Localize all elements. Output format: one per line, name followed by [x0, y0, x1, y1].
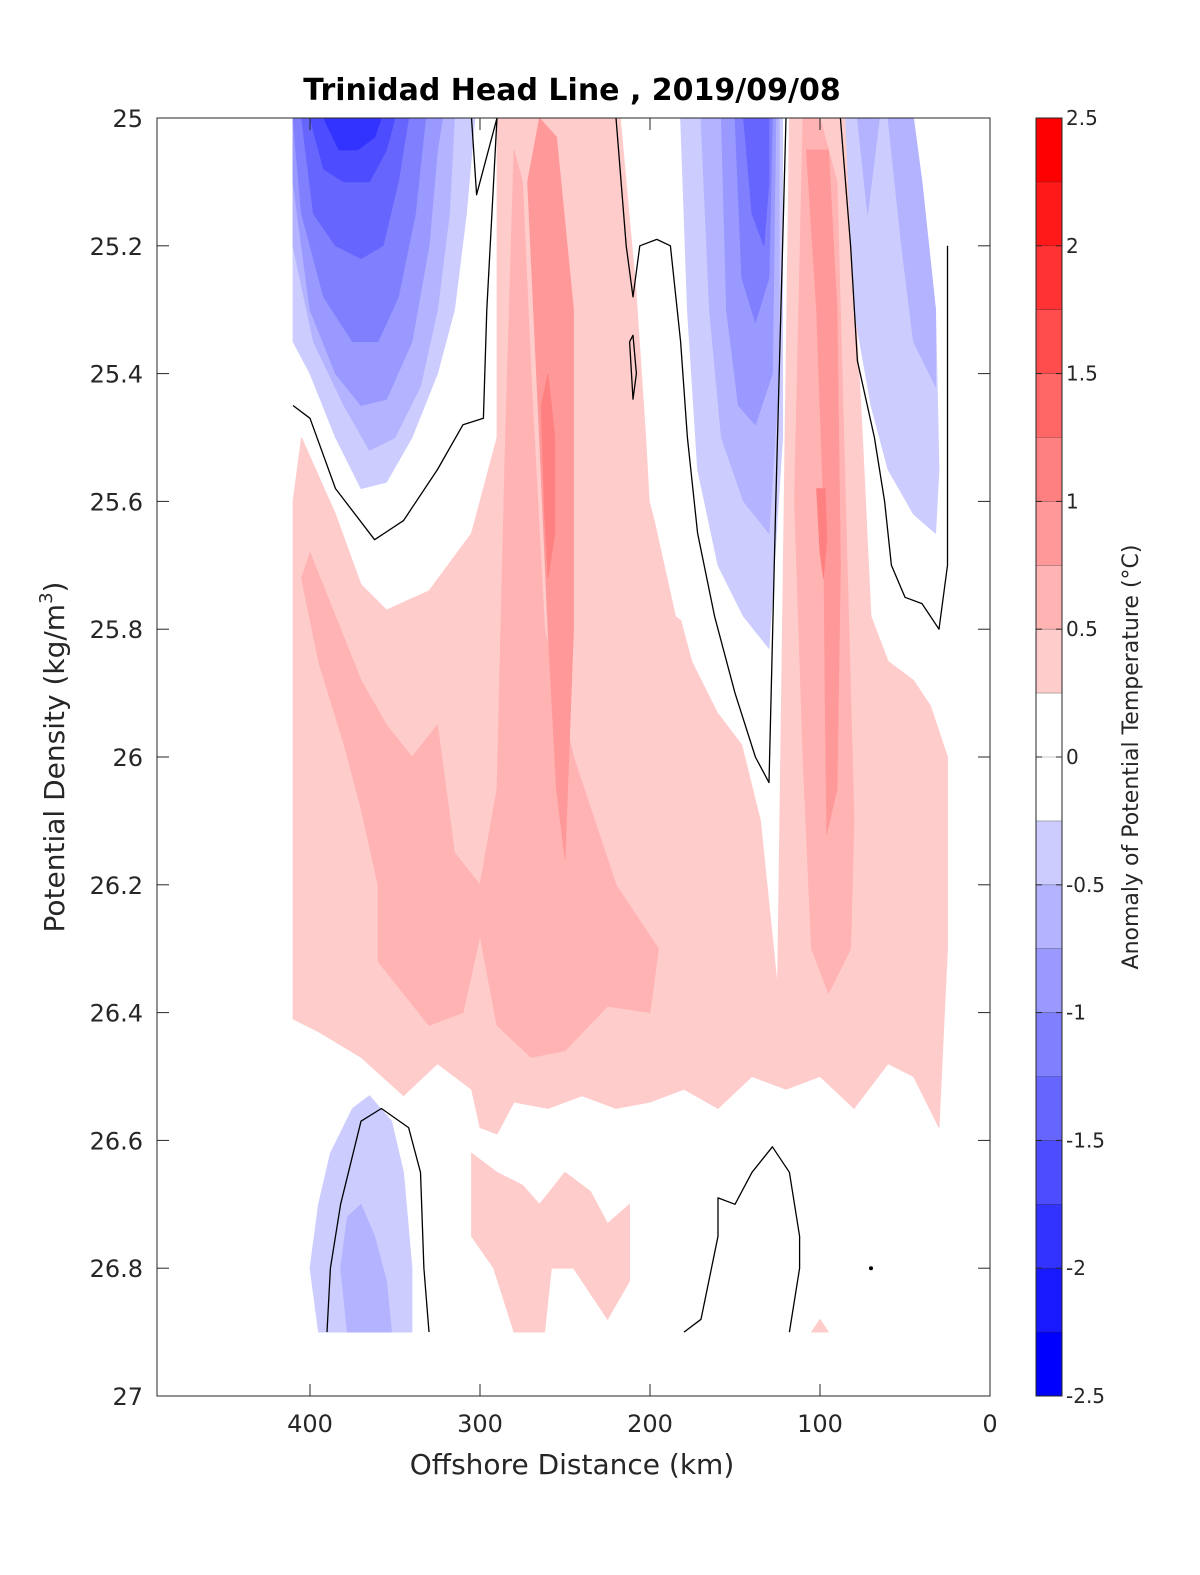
- warm-anomaly-region: [471, 1152, 630, 1333]
- colorbar-bin: [1036, 1204, 1062, 1269]
- colorbar-bin: [1036, 565, 1062, 630]
- y-axis-label: Potential Density (kg/m3): [36, 582, 71, 933]
- colorbar-tick-label: 0: [1066, 745, 1079, 769]
- zero-contour-line: [839, 118, 949, 630]
- colorbar-bin: [1036, 757, 1062, 822]
- y-tick-label: 25.8: [90, 616, 143, 644]
- colorbar-bin: [1036, 437, 1062, 502]
- colorbar-label: Anomaly of Potential Temperature (°C): [1119, 545, 1144, 970]
- colorbar-tick-label: 2: [1066, 234, 1079, 258]
- cold-anomaly-region: [857, 118, 880, 215]
- colorbar-bin: [1036, 309, 1062, 375]
- colorbar-bin: [1036, 181, 1062, 247]
- y-tick-label: 26: [112, 744, 143, 772]
- warm-anomaly-region: [301, 149, 659, 1058]
- colorbar-bin: [1036, 884, 1062, 950]
- x-tick-label: 200: [627, 1410, 673, 1438]
- chart-title: Trinidad Head Line , 2019/09/08: [303, 73, 840, 108]
- colorbar-tick-label: 2.5: [1066, 106, 1098, 130]
- y-tick-label: 27: [112, 1383, 143, 1411]
- cold-anomaly-region: [887, 118, 936, 387]
- colorbar-bin: [1036, 373, 1062, 438]
- zero-contour-dot: [869, 1266, 873, 1271]
- colorbar-bin: [1036, 118, 1062, 183]
- y-axis-label-superscript: 3: [36, 592, 57, 603]
- anomaly-filled-contours: [292, 118, 948, 1333]
- colorbar-ticks: 2.5 2 1.5 1 0.5 0 -0.5 -1 -1.5 -2 -2.5: [1036, 106, 1105, 1408]
- colorbar-tick-label: -2.5: [1066, 1384, 1105, 1408]
- colorbar-tick-label: -0.5: [1066, 873, 1105, 897]
- colorbar-bin: [1036, 948, 1062, 1014]
- colorbar-tick-label: 0.5: [1066, 617, 1098, 641]
- colorbar: [1035, 117, 1063, 1397]
- colorbar-bin: [1036, 501, 1062, 566]
- warm-anomaly-region: [816, 488, 828, 579]
- cold-anomaly-region: [743, 118, 770, 247]
- colorbar-tick-label: 1.5: [1066, 362, 1098, 386]
- y-tick-label: 26.6: [90, 1127, 143, 1155]
- x-tick-label: 300: [457, 1410, 503, 1438]
- x-axis-label: Offshore Distance (km): [410, 1448, 735, 1481]
- cold-anomaly-region: [323, 118, 382, 151]
- colorbar-tick-label: -2: [1066, 1256, 1086, 1280]
- warm-anomaly-region: [540, 373, 556, 579]
- colorbar-tick-label: 1: [1066, 489, 1079, 513]
- colorbar-bin: [1036, 1332, 1062, 1397]
- y-tick-label: 25.4: [90, 361, 143, 389]
- warm-anomaly-region: [811, 1318, 829, 1333]
- y-tick-label: 25: [112, 105, 143, 133]
- colorbar-tick-label: -1.5: [1066, 1128, 1105, 1152]
- zero-contour-line: [683, 1146, 801, 1333]
- y-axis: 25 25.2 25.4 25.6 25.8 26 26.2 26.4 26.6 26.8 27: [90, 105, 990, 1411]
- zero-contour-line: [326, 1107, 430, 1333]
- x-tick-label: 100: [797, 1410, 843, 1438]
- y-tick-label: 26.2: [90, 872, 143, 900]
- colorbar-bin: [1036, 693, 1062, 758]
- zero-contour-line: [615, 118, 787, 784]
- y-tick-label: 26.4: [90, 1000, 143, 1028]
- cold-anomaly-region: [340, 1203, 392, 1333]
- zero-contour-line: [628, 334, 638, 400]
- colorbar-bin: [1036, 1076, 1062, 1141]
- x-tick-label: 0: [982, 1410, 997, 1438]
- colorbar-tick-label: -1: [1066, 1001, 1086, 1025]
- zero-contour-line: [470, 118, 498, 196]
- colorbar-bin: [1036, 629, 1062, 694]
- x-tick-label: 400: [287, 1410, 333, 1438]
- colorbar-bin: [1036, 1268, 1062, 1333]
- colorbar-bin: [1036, 1012, 1062, 1077]
- colorbar-bin: [1036, 820, 1062, 886]
- y-tick-label: 25.2: [90, 233, 143, 261]
- zero-contour-line: [292, 118, 498, 541]
- zero-contour-lines: [292, 118, 949, 1333]
- x-axis: 400 300 200 100 0: [287, 118, 998, 1438]
- colorbar-bin: [1036, 1140, 1062, 1205]
- y-tick-label: 25.6: [90, 488, 143, 516]
- colorbar-bin: [1036, 245, 1062, 311]
- y-axis-label-base: Potential Density (kg/m: [38, 604, 71, 933]
- y-axis-label-end: ): [38, 582, 71, 593]
- y-tick-label: 26.8: [90, 1255, 143, 1283]
